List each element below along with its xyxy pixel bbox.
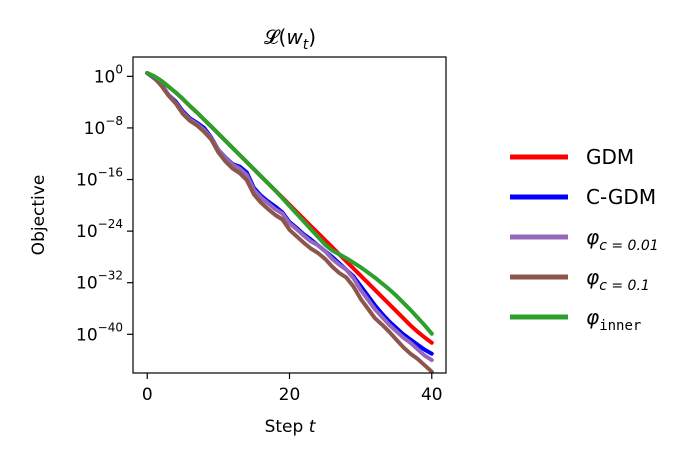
y-tick-label: 10−32 [76, 269, 123, 294]
legend-label: φc = 0.01 [586, 225, 659, 254]
y-axis-ticks: 100 10−8 10−16 10−24 10−32 10−40 [76, 62, 133, 345]
x-tick-label: 20 [279, 385, 301, 405]
y-tick-label: 10−16 [76, 166, 123, 191]
x-tick-label: 0 [142, 385, 153, 405]
legend-label: C-GDM [586, 185, 656, 209]
series-line-1 [145, 71, 434, 356]
series-line-3 [145, 71, 434, 374]
legend-label: φinner [586, 305, 641, 334]
x-axis-ticks: 0 20 40 [142, 373, 443, 405]
y-axis-label: Objective [29, 175, 49, 256]
plot-lines [145, 71, 434, 374]
x-axis-label: Step t [265, 417, 317, 437]
legend-label: φc = 0.1 [586, 265, 650, 294]
series-line-4 [145, 71, 434, 336]
y-tick-label: 10−8 [84, 114, 123, 139]
y-tick-label: 100 [94, 62, 123, 87]
legend-label: GDM [586, 145, 634, 169]
x-tick-label: 40 [421, 385, 443, 405]
chart-title: 𝓛(wt) [264, 25, 316, 53]
legend: GDM C-GDM φc = 0.01 φc = 0.1 φinner [510, 145, 659, 334]
y-tick-label: 10−24 [76, 217, 123, 242]
y-tick-label: 10−40 [76, 320, 123, 345]
